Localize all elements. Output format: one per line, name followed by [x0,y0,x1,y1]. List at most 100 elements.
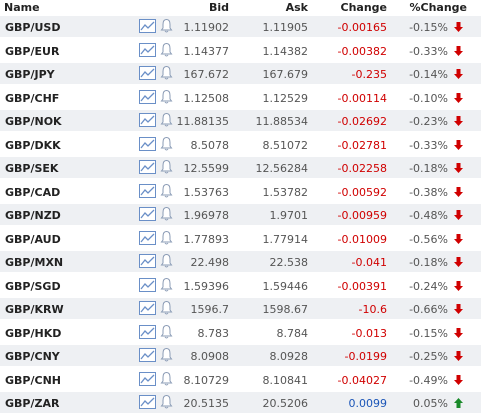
bell-icon[interactable] [160,394,173,410]
pct-change-value: 0.05% [413,397,448,410]
chart-icon[interactable] [139,207,156,221]
table-row[interactable]: GBP/CNY 8.0908 8.0928 -0.0199 -0.25% [0,345,481,367]
down-arrow-icon [453,162,464,174]
down-arrow-icon [453,186,464,198]
currency-pair[interactable]: GBP/CHF [5,91,60,105]
table-row[interactable]: GBP/CNH 8.10729 8.10841 -0.04027 -0.49% [0,369,481,391]
chart-icon[interactable] [139,136,156,151]
pct-change-value: -0.23% [409,115,448,128]
chart-icon[interactable] [139,183,156,198]
bell-icon[interactable] [160,277,173,293]
down-arrow-icon [453,209,464,221]
bell-icon[interactable] [160,89,173,105]
bell-icon[interactable] [160,112,173,128]
bell-icon[interactable] [160,206,173,222]
table-row[interactable]: GBP/EUR 1.14377 1.14382 -0.00382 -0.33% [0,40,481,62]
bell-icon[interactable] [160,371,173,387]
bell-icon[interactable] [160,253,173,269]
table-row[interactable]: GBP/JPY 167.672 167.679 -0.235 -0.14% [0,63,481,85]
currency-pair[interactable]: GBP/EUR [5,44,60,58]
currency-pair[interactable]: GBP/SGD [5,279,61,293]
chart-icon[interactable] [139,371,156,386]
down-arrow-icon [453,68,464,80]
currency-pair[interactable]: GBP/NZD [5,209,61,222]
chart-icon[interactable] [139,254,156,268]
chart-icon[interactable] [139,301,156,315]
table-row[interactable]: GBP/HKD 8.783 8.784 -0.013 -0.15% [0,322,481,344]
bid-value: 1.14377 [183,44,230,58]
change-value: -0.02258 [337,162,387,175]
ask-value: 1.9701 [269,209,309,222]
table-row[interactable]: GBP/NZD 1.96978 1.9701 -0.00959 -0.48% [0,204,481,226]
bell-icon[interactable] [160,347,173,363]
currency-pair[interactable]: GBP/CNY [5,350,60,363]
chart-icon[interactable] [139,113,156,127]
table-row[interactable]: GBP/CAD 1.53763 1.53782 -0.00592 -0.38% [0,181,481,203]
bell-icon[interactable] [160,65,173,81]
chart-icon[interactable] [139,277,156,292]
table-row[interactable]: GBP/NOK 11.88135 11.88534 -0.02692 -0.23% [0,110,481,132]
header-bid[interactable]: Bid [208,1,229,14]
chart-icon[interactable] [139,160,156,174]
table-row[interactable]: GBP/CHF 1.12508 1.12529 -0.00114 -0.10% [0,87,481,109]
chart-icon[interactable] [139,42,156,57]
currency-pair[interactable]: GBP/KRW [5,303,64,316]
currency-pair[interactable]: GBP/CAD [5,185,61,199]
table-row[interactable]: GBP/SGD 1.59396 1.59446 -0.00391 -0.24% [0,275,481,297]
table-row[interactable]: GBP/KRW 1596.7 1598.67 -10.6 -0.66% [0,298,481,320]
table-row[interactable]: GBP/SEK 12.5599 12.56284 -0.02258 -0.18% [0,157,481,179]
pct-change-value: -0.48% [409,209,448,222]
bid-value: 167.672 [183,68,230,81]
table-row[interactable]: GBP/USD 1.11902 1.11905 -0.00165 -0.15% [0,16,481,38]
change-value: -10.6 [358,303,387,316]
table-row[interactable]: GBP/MXN 22.498 22.538 -0.041 -0.18% [0,251,481,273]
chart-icon[interactable] [139,19,156,33]
currency-pair[interactable]: GBP/CNH [5,373,61,387]
ask-value: 12.56284 [255,162,309,175]
header-pct-change[interactable]: %Change [409,1,467,14]
bell-icon[interactable] [160,42,173,58]
currency-pair[interactable]: GBP/MXN [5,256,64,269]
bell-icon[interactable] [160,230,173,246]
table-row[interactable]: GBP/AUD 1.77893 1.77914 -0.01009 -0.56% [0,228,481,250]
bid-value: 12.5599 [183,162,230,175]
ask-value: 8.0928 [269,350,309,363]
header-change[interactable]: Change [340,1,388,14]
bell-icon[interactable] [160,18,173,34]
change-value: -0.00114 [337,91,387,105]
header-ask[interactable]: Ask [285,1,308,14]
chart-icon[interactable] [139,348,156,362]
bell-icon[interactable] [160,300,173,316]
pct-change-value: -0.15% [409,21,448,34]
table-row[interactable]: GBP/DKK 8.5078 8.51072 -0.02781 -0.33% [0,134,481,156]
bell-icon[interactable] [160,136,173,152]
bid-value: 1.11902 [183,21,230,34]
chart-icon[interactable] [139,324,156,339]
currency-pair[interactable]: GBP/SEK [5,162,59,175]
chart-icon[interactable] [139,89,156,104]
pct-change-value: -0.49% [409,373,448,387]
ask-value: 167.679 [262,68,309,81]
chart-icon[interactable] [139,66,156,80]
bid-value: 1596.7 [190,303,230,316]
currency-pair[interactable]: GBP/HKD [5,326,62,340]
currency-pair[interactable]: GBP/DKK [5,138,61,152]
change-value: -0.041 [351,256,387,269]
table-row[interactable]: GBP/ZAR 20.5135 20.5206 0.0099 0.05% [0,392,481,414]
pct-change-value: -0.33% [409,44,448,58]
header-name[interactable]: Name [4,1,40,14]
ask-value: 1598.67 [262,303,309,316]
currency-pair[interactable]: GBP/USD [5,21,61,34]
bell-icon[interactable] [160,324,173,340]
ask-value: 11.88534 [255,115,309,128]
currency-pair[interactable]: GBP/JPY [5,68,55,81]
currency-pair[interactable]: GBP/ZAR [5,397,60,410]
bid-value: 8.5078 [190,138,230,152]
bell-icon[interactable] [160,183,173,199]
chart-icon[interactable] [139,395,156,409]
pct-change-value: -0.66% [409,303,448,316]
chart-icon[interactable] [139,230,156,245]
bell-icon[interactable] [160,159,173,175]
currency-pair[interactable]: GBP/NOK [5,115,62,128]
currency-pair[interactable]: GBP/AUD [5,232,61,246]
